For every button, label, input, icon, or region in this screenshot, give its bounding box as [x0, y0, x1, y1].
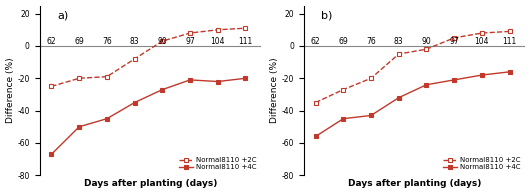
- Normal8110 +4C: [76, 126, 82, 128]
- Normal8110 +2C: [242, 27, 249, 29]
- Normal8110 +2C: [131, 58, 138, 60]
- Normal8110 +2C: [48, 85, 55, 87]
- Text: 111: 111: [502, 37, 517, 46]
- Normal8110 +2C: [159, 40, 166, 42]
- Text: 111: 111: [238, 37, 253, 46]
- Normal8110 +4C: [159, 88, 166, 91]
- X-axis label: Days after planting (days): Days after planting (days): [84, 179, 217, 188]
- Normal8110 +4C: [340, 118, 346, 120]
- Text: 76: 76: [102, 37, 112, 46]
- Normal8110 +4C: [187, 79, 193, 81]
- Y-axis label: Difference (%): Difference (%): [270, 58, 279, 123]
- Line: Normal8110 +4C: Normal8110 +4C: [313, 70, 512, 139]
- Normal8110 +4C: [396, 97, 402, 99]
- Normal8110 +4C: [478, 74, 485, 76]
- Normal8110 +2C: [451, 37, 457, 39]
- Text: 90: 90: [158, 37, 167, 46]
- Text: 97: 97: [185, 37, 195, 46]
- Text: 90: 90: [422, 37, 431, 46]
- Normal8110 +2C: [215, 29, 221, 31]
- Text: 62: 62: [47, 37, 56, 46]
- Normal8110 +2C: [423, 48, 430, 50]
- Text: 97: 97: [449, 37, 459, 46]
- Normal8110 +4C: [451, 79, 457, 81]
- Y-axis label: Difference (%): Difference (%): [5, 58, 14, 123]
- Text: 83: 83: [394, 37, 404, 46]
- Text: 104: 104: [210, 37, 225, 46]
- Normal8110 +4C: [131, 101, 138, 104]
- Line: Normal8110 +2C: Normal8110 +2C: [313, 29, 512, 105]
- Normal8110 +4C: [368, 114, 374, 117]
- X-axis label: Days after planting (days): Days after planting (days): [348, 179, 481, 188]
- Text: 69: 69: [74, 37, 84, 46]
- Text: 69: 69: [338, 37, 348, 46]
- Normal8110 +2C: [368, 77, 374, 80]
- Normal8110 +2C: [104, 75, 110, 78]
- Normal8110 +2C: [312, 101, 319, 104]
- Normal8110 +2C: [478, 32, 485, 34]
- Text: 76: 76: [366, 37, 376, 46]
- Text: 62: 62: [311, 37, 320, 46]
- Text: b): b): [321, 11, 333, 21]
- Normal8110 +4C: [215, 80, 221, 83]
- Normal8110 +2C: [187, 32, 193, 34]
- Normal8110 +4C: [48, 153, 55, 155]
- Normal8110 +4C: [242, 77, 249, 80]
- Normal8110 +2C: [507, 30, 513, 33]
- Normal8110 +4C: [507, 71, 513, 73]
- Normal8110 +4C: [104, 118, 110, 120]
- Line: Normal8110 +4C: Normal8110 +4C: [49, 76, 247, 156]
- Text: 83: 83: [130, 37, 140, 46]
- Text: a): a): [57, 11, 68, 21]
- Normal8110 +4C: [312, 135, 319, 138]
- Legend: Normal8110 +2C, Normal8110 +4C: Normal8110 +2C, Normal8110 +4C: [178, 156, 258, 172]
- Normal8110 +2C: [340, 88, 346, 91]
- Text: 104: 104: [475, 37, 489, 46]
- Legend: Normal8110 +2C, Normal8110 +4C: Normal8110 +2C, Normal8110 +4C: [442, 156, 522, 172]
- Normal8110 +2C: [396, 53, 402, 55]
- Normal8110 +2C: [76, 77, 82, 80]
- Normal8110 +4C: [423, 84, 430, 86]
- Line: Normal8110 +2C: Normal8110 +2C: [49, 26, 247, 88]
